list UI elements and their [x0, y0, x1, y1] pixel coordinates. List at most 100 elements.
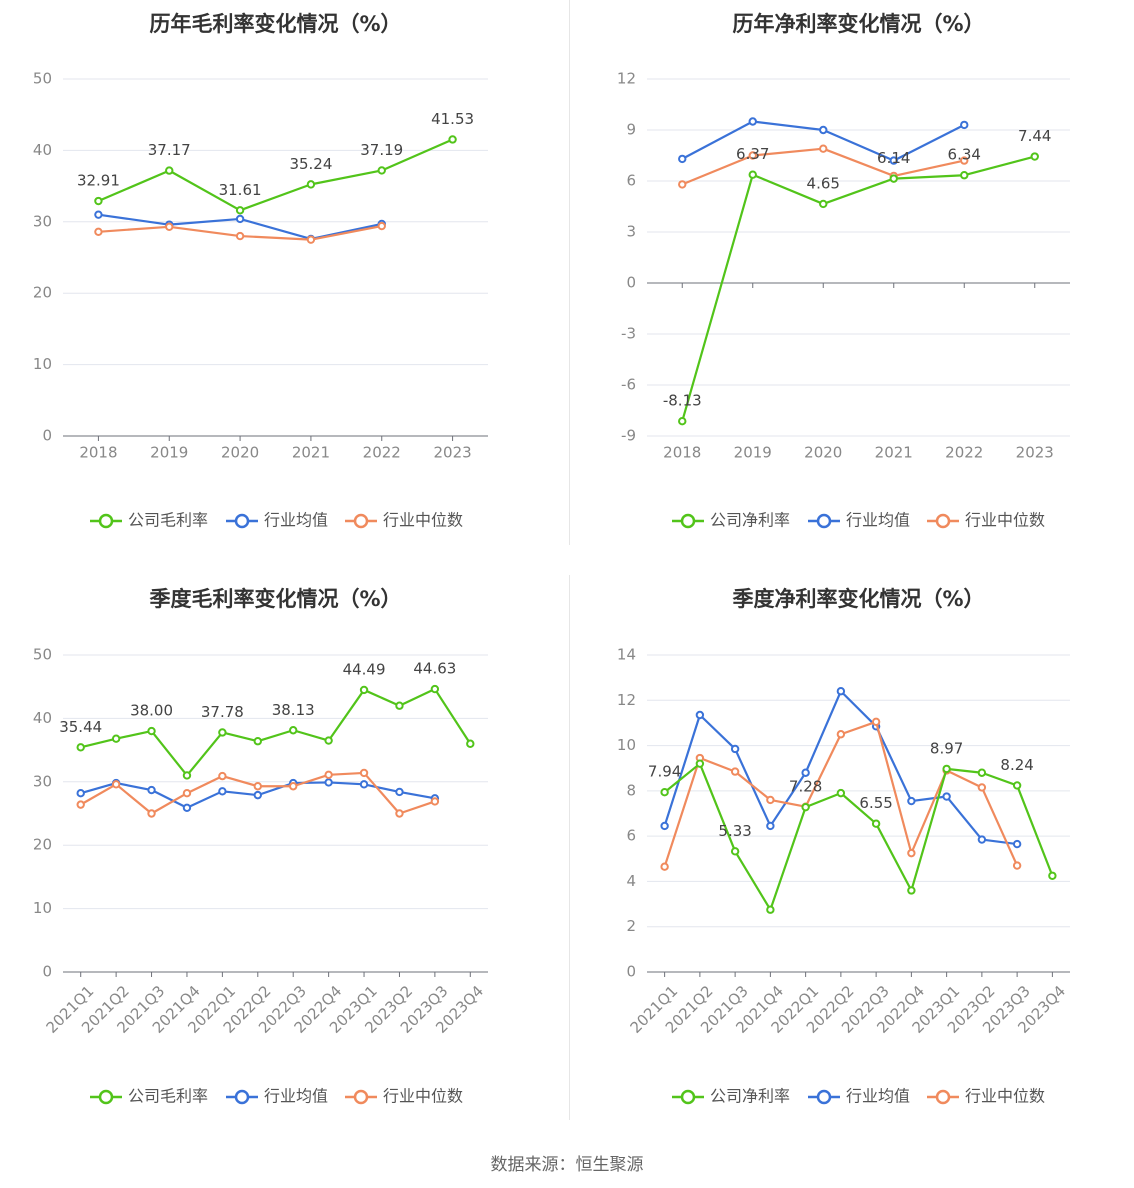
data-point-company — [695, 759, 705, 768]
data-point-company — [306, 180, 316, 189]
legend-label: 行业中位数 — [965, 1087, 1045, 1106]
data-point-company — [448, 135, 457, 144]
data-point-avg — [819, 125, 828, 135]
x-tick-label: 2021 — [292, 444, 330, 462]
legend-item-company[interactable]: 公司净利率 — [672, 1087, 790, 1106]
data-point-median — [977, 783, 987, 792]
data-point-median — [395, 809, 404, 818]
data-label: 41.53 — [431, 110, 474, 128]
legend-item-avg[interactable]: 行业均值 — [226, 1087, 328, 1106]
data-point-company — [182, 771, 192, 780]
data-label: 38.13 — [272, 701, 315, 719]
y-tick-label: 12 — [617, 70, 636, 88]
data-point-avg — [977, 835, 987, 844]
x-tick-label: 2018 — [79, 444, 117, 462]
y-tick-label: 30 — [33, 212, 52, 230]
quarterly-net-margin-chart: 季度净利率变化情况（%）024681012142021Q12021Q22021Q… — [617, 587, 1070, 1106]
legend-item-median[interactable]: 行业中位数 — [927, 511, 1045, 530]
x-tick-label: 2019 — [150, 444, 188, 462]
data-point-company — [324, 736, 333, 745]
annual-gross-margin-panel: 历年毛利率变化情况（%） 0 10 20 30 40 50 2018 2019 2020 2021 2… — [0, 0, 566, 560]
data-point-company — [466, 739, 475, 748]
y-tick-label: 6 — [626, 172, 636, 190]
y-tick-label: 12 — [617, 691, 636, 709]
data-point-company — [678, 417, 687, 426]
legend-item-company[interactable]: 公司毛利率 — [90, 511, 208, 530]
legend-marker — [98, 513, 114, 529]
data-label: 6.34 — [948, 146, 981, 164]
data-point-company — [430, 684, 440, 694]
data-label: 37.19 — [360, 141, 403, 159]
data-label: 8.24 — [1000, 756, 1033, 774]
data-label: 31.61 — [219, 181, 262, 199]
legend-item-company[interactable]: 公司毛利率 — [90, 1087, 208, 1106]
data-point-company — [1030, 152, 1039, 161]
y-tick-label: 3 — [626, 223, 636, 241]
legend-marker — [234, 513, 250, 529]
y-tick-label: 0 — [42, 427, 52, 445]
data-point-company — [960, 171, 969, 180]
legend-marker — [816, 1089, 832, 1105]
data-point-company — [253, 737, 262, 746]
legend-item-median[interactable]: 行业中位数 — [345, 1087, 463, 1106]
data-point-avg — [94, 210, 103, 219]
y-tick-label: 2 — [626, 917, 636, 935]
chart-title: 季度净利率变化情况（%） — [732, 587, 984, 611]
legend-label: 行业中位数 — [965, 511, 1045, 530]
y-tick-label: 0 — [626, 274, 636, 292]
data-point-avg — [182, 803, 192, 812]
data-point-company — [395, 701, 404, 710]
legend-marker — [353, 513, 369, 529]
data-point-avg — [766, 821, 775, 831]
data-label: 4.65 — [807, 174, 840, 192]
data-point-median — [253, 782, 262, 791]
legend-item-median[interactable]: 行业中位数 — [345, 511, 463, 530]
quarterly-net-margin-panel: 季度净利率变化情况（%） 0 2 4 6 8 10 12 14 2021Q1 2021Q2 2021Q… — [572, 575, 1134, 1135]
data-point-company — [836, 788, 846, 798]
data-label: 35.44 — [59, 718, 102, 736]
data-label: 6.55 — [859, 794, 892, 812]
data-label: 5.33 — [718, 822, 751, 840]
data-point-avg — [889, 156, 898, 165]
legend-marker — [816, 513, 832, 529]
data-label: 35.24 — [289, 155, 332, 173]
data-point-company — [111, 734, 121, 743]
y-tick-label: 30 — [33, 772, 52, 790]
series-line-company — [97, 138, 454, 212]
x-tick-label: 2022 — [363, 444, 401, 462]
legend-label: 行业均值 — [846, 511, 910, 530]
data-point-median — [289, 782, 298, 791]
data-point-avg — [907, 796, 916, 806]
y-tick-label: -3 — [621, 325, 636, 343]
data-point-company — [1012, 781, 1022, 790]
data-point-company — [94, 196, 103, 206]
data-point-median — [359, 768, 369, 778]
chart-title: 季度毛利率变化情况（%） — [149, 587, 401, 611]
legend-item-avg[interactable]: 行业均值 — [226, 511, 328, 530]
x-tick-label: 2022 — [945, 444, 983, 462]
data-label: -8.13 — [663, 392, 702, 410]
data-point-median — [235, 231, 245, 241]
y-tick-label: -6 — [621, 376, 636, 394]
data-label: 8.97 — [930, 739, 963, 757]
legend-label: 公司净利率 — [710, 511, 790, 530]
legend-marker — [98, 1089, 114, 1105]
annual-gross-margin-chart: 历年毛利率变化情况（%） 0 10 20 30 40 50 2018 2019 2020 2021 2… — [33, 12, 488, 530]
y-tick-label: 14 — [617, 646, 636, 664]
legend-item-avg[interactable]: 行业均值 — [808, 511, 910, 530]
data-point-company — [218, 728, 227, 737]
data-point-company — [377, 166, 386, 175]
legend-item-median[interactable]: 行业中位数 — [927, 1087, 1045, 1106]
annual-net-margin-chart: 历年净利率变化情况（%） -9 -6 -3 0 3 6 9 12 2018 2019 2020 2021… — [617, 12, 1070, 530]
legend-item-avg[interactable]: 行业均值 — [808, 1087, 910, 1106]
data-point-median — [730, 767, 740, 776]
legend-item-company[interactable]: 公司净利率 — [672, 511, 790, 530]
data-source-note: 数据来源：恒生聚源 — [490, 1155, 644, 1175]
data-label: 6.37 — [736, 145, 769, 163]
data-point-avg — [801, 768, 810, 777]
data-point-median — [678, 180, 687, 189]
data-point-median — [218, 771, 227, 781]
legend-label: 行业均值 — [264, 1087, 328, 1106]
legend-marker — [680, 1089, 696, 1105]
annual-net-margin-panel: 历年净利率变化情况（%） -9 -6 -3 0 3 6 9 12 2018 2019 2020 2021… — [572, 0, 1134, 560]
